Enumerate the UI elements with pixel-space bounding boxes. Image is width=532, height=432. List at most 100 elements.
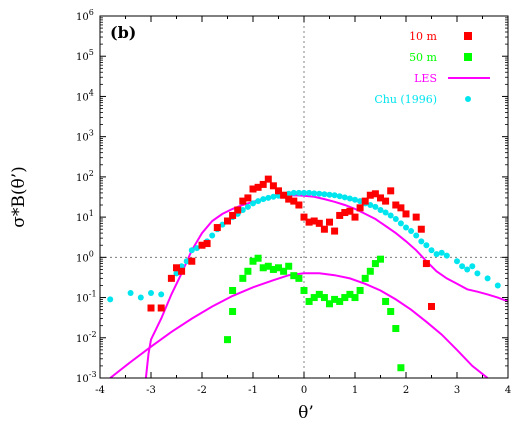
data-point-chu-1996 bbox=[413, 232, 420, 239]
data-point-chu-1996 bbox=[193, 245, 200, 252]
data-point-50-m bbox=[249, 257, 257, 265]
data-point-chu-1996 bbox=[433, 251, 440, 258]
data-point-10-m bbox=[346, 207, 354, 215]
data-point-10-m bbox=[254, 183, 262, 191]
data-point-50-m bbox=[315, 290, 323, 298]
legend-label-les: LES bbox=[414, 72, 437, 85]
y-tick-label: 10-2 bbox=[76, 330, 97, 345]
data-point-10-m bbox=[239, 197, 247, 205]
data-point-50-m bbox=[397, 364, 405, 372]
data-point-chu-1996 bbox=[244, 203, 251, 210]
data-point-10-m bbox=[234, 206, 242, 214]
data-point-50-m bbox=[341, 294, 349, 302]
data-point-chu-1996 bbox=[443, 252, 450, 259]
data-point-10-m bbox=[264, 175, 272, 183]
y-tick-label: 100 bbox=[76, 249, 94, 264]
y-tick-label: 106 bbox=[76, 8, 94, 23]
data-point-chu-1996 bbox=[397, 220, 404, 227]
x-tick-label: -4 bbox=[95, 385, 105, 396]
panel-label: (b) bbox=[110, 23, 136, 42]
x-tick-label: 0 bbox=[301, 385, 307, 396]
data-point-50-m bbox=[275, 264, 282, 272]
data-point-10-m bbox=[377, 194, 384, 202]
data-point-10-m bbox=[320, 225, 328, 233]
data-point-10-m bbox=[249, 185, 257, 193]
data-point-10-m bbox=[382, 197, 390, 205]
data-point-chu-1996 bbox=[484, 275, 491, 282]
data-point-50-m bbox=[361, 274, 369, 282]
data-point-chu-1996 bbox=[341, 194, 348, 201]
data-point-chu-1996 bbox=[316, 190, 323, 197]
data-point-10-m bbox=[402, 210, 410, 218]
data-point-chu-1996 bbox=[387, 212, 394, 219]
data-point-chu-1996 bbox=[367, 202, 374, 209]
data-point-chu-1996 bbox=[127, 289, 134, 296]
data-point-chu-1996 bbox=[372, 203, 379, 210]
data-point-10-m bbox=[361, 197, 369, 205]
data-point-50-m bbox=[377, 255, 384, 263]
data-point-10-m bbox=[305, 218, 313, 226]
data-point-10-m bbox=[351, 213, 359, 221]
y-tick-label: 105 bbox=[76, 48, 94, 63]
legend-marker-10-m bbox=[464, 32, 472, 40]
data-point-10-m bbox=[173, 264, 180, 272]
data-point-chu-1996 bbox=[377, 207, 384, 214]
data-point-10-m bbox=[371, 190, 379, 198]
series-line-les-2 bbox=[144, 194, 508, 378]
data-point-chu-1996 bbox=[438, 249, 445, 256]
data-point-50-m bbox=[320, 294, 328, 302]
data-point-chu-1996 bbox=[403, 224, 409, 231]
data-point-chu-1996 bbox=[321, 191, 328, 198]
data-point-50-m bbox=[285, 262, 293, 270]
data-point-10-m bbox=[326, 218, 333, 226]
x-tick-label: 1 bbox=[352, 385, 358, 396]
data-point-10-m bbox=[198, 241, 206, 249]
grid-layer bbox=[100, 16, 508, 378]
data-point-chu-1996 bbox=[250, 200, 256, 207]
data-point-10-m bbox=[397, 204, 405, 212]
legend-label-chu-1996: Chu (1996) bbox=[374, 93, 437, 106]
data-point-10-m bbox=[341, 209, 349, 217]
data-point-chu-1996 bbox=[219, 221, 226, 228]
data-point-chu-1996 bbox=[408, 228, 415, 235]
data-point-chu-1996 bbox=[173, 270, 180, 277]
data-point-chu-1996 bbox=[346, 195, 353, 202]
data-point-50-m bbox=[229, 286, 237, 294]
data-point-10-m bbox=[336, 211, 344, 219]
y-tick-label: 104 bbox=[76, 88, 94, 103]
data-point-10-m bbox=[290, 197, 298, 205]
data-point-10-m bbox=[310, 217, 318, 225]
series-line-les-3 bbox=[109, 272, 489, 378]
legend-label-50-m: 50 m bbox=[409, 51, 437, 64]
data-point-chu-1996 bbox=[464, 266, 471, 273]
data-point-50-m bbox=[346, 290, 354, 298]
data-point-10-m bbox=[428, 302, 435, 310]
data-point-50-m bbox=[305, 297, 313, 305]
data-point-10-m bbox=[147, 304, 155, 312]
data-point-chu-1996 bbox=[459, 263, 466, 270]
data-point-50-m bbox=[264, 262, 272, 270]
data-point-10-m bbox=[178, 267, 186, 275]
data-point-10-m bbox=[188, 257, 196, 265]
data-point-50-m bbox=[224, 336, 231, 344]
data-point-10-m bbox=[167, 274, 175, 282]
data-point-chu-1996 bbox=[239, 207, 246, 214]
data-point-10-m bbox=[366, 191, 374, 199]
data-point-chu-1996 bbox=[183, 258, 190, 265]
data-point-50-m bbox=[382, 297, 390, 305]
x-tick-label: 4 bbox=[505, 385, 511, 396]
data-point-10-m bbox=[422, 260, 430, 268]
data-point-chu-1996 bbox=[331, 192, 338, 199]
data-point-chu-1996 bbox=[255, 198, 262, 205]
data-point-chu-1996 bbox=[326, 191, 333, 198]
data-point-10-m bbox=[244, 194, 252, 202]
data-point-chu-1996 bbox=[188, 247, 195, 254]
x-tick-label: -3 bbox=[146, 385, 156, 396]
data-point-50-m bbox=[254, 254, 262, 262]
data-point-10-m bbox=[203, 240, 211, 248]
data-point-10-m bbox=[392, 201, 400, 209]
data-point-chu-1996 bbox=[469, 263, 476, 270]
data-point-chu-1996 bbox=[352, 196, 358, 203]
data-point-chu-1996 bbox=[454, 258, 460, 265]
